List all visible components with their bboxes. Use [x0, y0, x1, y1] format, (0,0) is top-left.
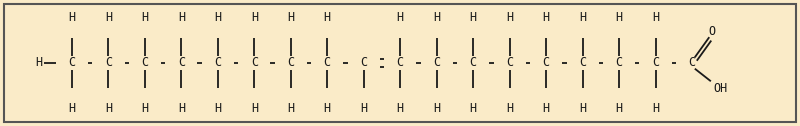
Text: C: C — [360, 56, 367, 70]
Text: C: C — [287, 56, 294, 70]
Text: H: H — [287, 102, 294, 115]
Text: C: C — [105, 56, 112, 70]
Text: H: H — [652, 11, 659, 24]
Text: O: O — [709, 25, 716, 38]
Text: C: C — [615, 56, 622, 70]
Text: H: H — [542, 11, 550, 24]
Text: H: H — [433, 102, 440, 115]
Text: C: C — [579, 56, 586, 70]
Text: H: H — [579, 102, 586, 115]
Text: H: H — [178, 102, 185, 115]
Text: H: H — [433, 11, 440, 24]
Text: H: H — [506, 102, 514, 115]
Text: H: H — [324, 11, 331, 24]
Text: H: H — [214, 11, 222, 24]
Text: H: H — [287, 11, 294, 24]
Text: H: H — [178, 11, 185, 24]
Text: H: H — [36, 56, 42, 70]
Text: C: C — [214, 56, 222, 70]
Text: C: C — [542, 56, 550, 70]
Text: C: C — [324, 56, 331, 70]
Text: H: H — [142, 11, 149, 24]
Text: H: H — [69, 11, 75, 24]
Text: H: H — [470, 11, 477, 24]
Text: C: C — [178, 56, 185, 70]
Text: C: C — [506, 56, 514, 70]
Text: H: H — [506, 11, 514, 24]
Text: H: H — [470, 102, 477, 115]
Text: H: H — [250, 102, 258, 115]
Text: H: H — [360, 102, 367, 115]
Text: C: C — [470, 56, 477, 70]
Text: H: H — [397, 11, 404, 24]
Text: C: C — [142, 56, 149, 70]
Text: C: C — [397, 56, 404, 70]
Text: H: H — [397, 102, 404, 115]
Text: C: C — [652, 56, 659, 70]
Text: C: C — [250, 56, 258, 70]
Text: H: H — [579, 11, 586, 24]
Text: H: H — [652, 102, 659, 115]
Text: H: H — [542, 102, 550, 115]
Text: H: H — [105, 102, 112, 115]
Text: H: H — [250, 11, 258, 24]
Text: H: H — [615, 102, 622, 115]
Text: C: C — [689, 56, 695, 70]
Text: H: H — [105, 11, 112, 24]
Text: H: H — [142, 102, 149, 115]
Text: H: H — [214, 102, 222, 115]
Text: H: H — [69, 102, 75, 115]
Text: H: H — [615, 11, 622, 24]
Text: OH: OH — [714, 82, 728, 95]
Text: C: C — [69, 56, 75, 70]
Text: H: H — [324, 102, 331, 115]
Text: C: C — [433, 56, 440, 70]
